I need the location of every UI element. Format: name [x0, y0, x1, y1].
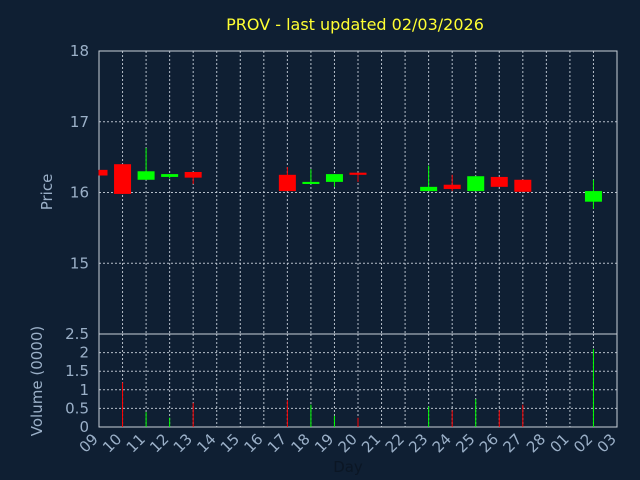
price-tick-label: 18 [70, 42, 89, 60]
x-tick-label: 03 [594, 430, 620, 456]
candle-body [114, 164, 132, 194]
x-tick-label: 18 [288, 430, 314, 456]
volume-tick-label: 1.5 [65, 362, 89, 380]
x-tick-label: 23 [405, 430, 431, 456]
candle-body [443, 184, 461, 189]
price-panel: 15 16 17 18 [70, 42, 618, 335]
x-tick-label: 24 [429, 430, 455, 456]
x-tick-label: 21 [358, 430, 384, 456]
x-tick-label: 17 [264, 430, 290, 456]
x-tick-label: 11 [123, 430, 149, 456]
x-tick-label: 15 [217, 430, 243, 456]
volume-panel: 00.511.522.5 [65, 325, 618, 436]
x-tick-label: 12 [146, 430, 172, 456]
x-tick-label: 25 [452, 430, 478, 456]
candle-body [137, 171, 155, 180]
x-tick-label: 20 [335, 430, 361, 456]
volume-axis-label: Volume (0000) [28, 326, 46, 436]
candle-body [467, 176, 485, 192]
x-axis-label: Day [333, 458, 363, 476]
x-tick-label: 27 [499, 430, 525, 456]
x-tick-label: 02 [570, 430, 596, 456]
volume-tick-label: 2.5 [65, 325, 89, 343]
volume-tick-label: 0.5 [65, 399, 89, 417]
x-tick-label: 13 [170, 430, 196, 456]
price-tick-label: 17 [70, 113, 89, 131]
candle-body [584, 191, 602, 202]
x-tick-label: 26 [476, 430, 502, 456]
candle-body [325, 174, 343, 182]
x-tick-label: 19 [311, 430, 337, 456]
price-tick-label: 16 [70, 184, 89, 202]
candle-body [161, 174, 179, 177]
candle-body [490, 176, 508, 187]
x-tick-label: 28 [523, 430, 549, 456]
candle-body [278, 174, 296, 192]
candle-body [420, 186, 438, 192]
x-tick-label: 22 [382, 430, 408, 456]
candle-body [514, 179, 532, 192]
candle-body [302, 181, 320, 185]
volume-tick-label: 2 [79, 344, 89, 362]
price-tick-label: 15 [70, 254, 89, 272]
candle-body [99, 169, 108, 176]
x-tick-label: 16 [240, 430, 266, 456]
chart-title: PROV - last updated 02/03/2026 [226, 15, 484, 34]
candle-body [184, 171, 202, 178]
volume-tick-label: 1 [79, 381, 89, 399]
x-tick-label: 01 [547, 430, 573, 456]
price-axis-label: Price [38, 174, 56, 211]
x-tick-labels: 0910111213141516171819202122232425262728… [76, 430, 620, 456]
x-tick-label: 10 [99, 430, 125, 456]
volume-tick-label: 0 [79, 418, 89, 436]
x-tick-label: 14 [193, 430, 219, 456]
candle-body [349, 172, 367, 175]
